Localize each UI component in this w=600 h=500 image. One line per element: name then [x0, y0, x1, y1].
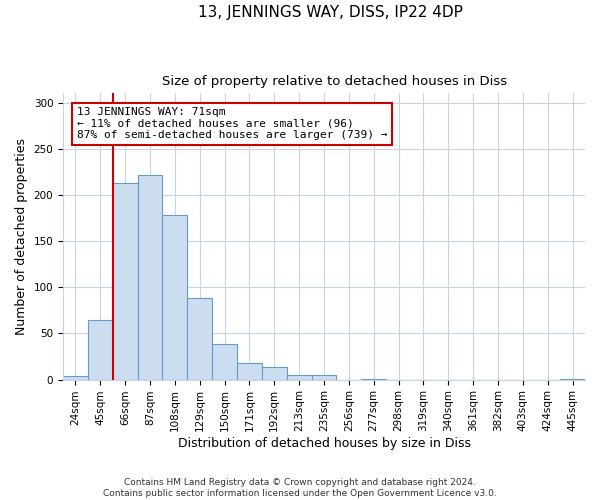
Title: Size of property relative to detached houses in Diss: Size of property relative to detached ho…: [162, 75, 507, 88]
X-axis label: Distribution of detached houses by size in Diss: Distribution of detached houses by size …: [178, 437, 470, 450]
Bar: [287, 375, 311, 380]
Bar: [212, 344, 237, 380]
Text: Contains HM Land Registry data © Crown copyright and database right 2024.
Contai: Contains HM Land Registry data © Crown c…: [103, 478, 497, 498]
Bar: [137, 174, 163, 380]
Text: 13, JENNINGS WAY, DISS, IP22 4DP: 13, JENNINGS WAY, DISS, IP22 4DP: [197, 5, 463, 20]
Bar: [88, 320, 113, 380]
Bar: [187, 298, 212, 380]
Bar: [560, 378, 585, 380]
Bar: [311, 375, 337, 380]
Bar: [262, 366, 287, 380]
Y-axis label: Number of detached properties: Number of detached properties: [15, 138, 28, 335]
Bar: [361, 378, 386, 380]
Bar: [63, 376, 88, 380]
Bar: [237, 363, 262, 380]
Bar: [113, 183, 137, 380]
Text: 13 JENNINGS WAY: 71sqm
← 11% of detached houses are smaller (96)
87% of semi-det: 13 JENNINGS WAY: 71sqm ← 11% of detached…: [77, 107, 387, 140]
Bar: [163, 215, 187, 380]
